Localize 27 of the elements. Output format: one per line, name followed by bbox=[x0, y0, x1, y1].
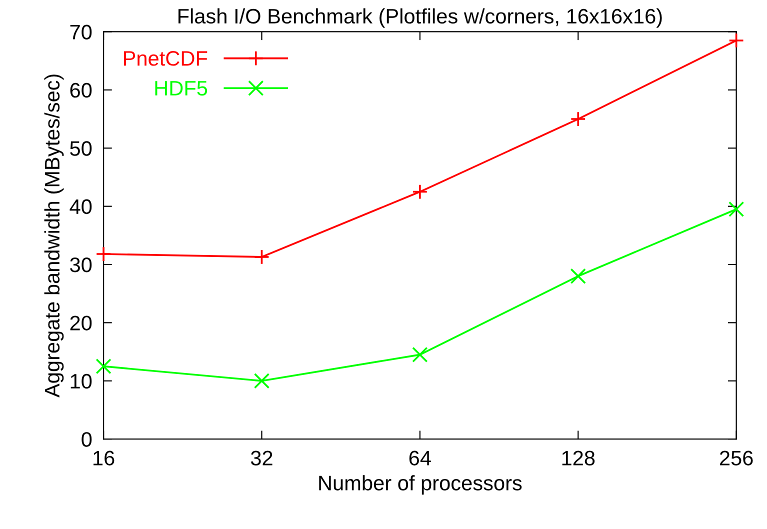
legend-label: HDF5 bbox=[155, 81, 208, 96]
y-tick-label: 20 bbox=[70, 316, 92, 330]
y-tick-label: 10 bbox=[70, 374, 92, 389]
y-tick-label: 40 bbox=[70, 199, 92, 214]
x-tick-label: 32 bbox=[250, 450, 272, 466]
y-tick-label: 60 bbox=[70, 82, 92, 98]
y-tick-label: 30 bbox=[70, 258, 92, 272]
point bbox=[96, 246, 112, 262]
point bbox=[254, 373, 270, 389]
x-tick-label: 256 bbox=[720, 450, 753, 466]
y-tick-label: 70 bbox=[70, 24, 92, 40]
x-axis-title: Number of processors bbox=[319, 475, 522, 495]
x-tick-label: 16 bbox=[94, 450, 114, 466]
point bbox=[412, 346, 428, 363]
point bbox=[570, 268, 586, 284]
y-axis-title: Aggregate bandwidth (MBytes/sec) bbox=[44, 74, 64, 398]
x-tick-label: 64 bbox=[409, 450, 431, 466]
point bbox=[728, 201, 744, 218]
x-tick-label: 128 bbox=[562, 450, 595, 466]
y-tick-label: 50 bbox=[70, 141, 92, 156]
y-tick-label: 0 bbox=[82, 432, 92, 447]
point bbox=[96, 358, 112, 374]
legend-label: PnetCDF bbox=[124, 51, 208, 66]
point bbox=[570, 111, 586, 127]
point bbox=[254, 249, 270, 265]
chart-title: Flash I/O Benchmark (Plotfiles w/corners, 16x16x16) bbox=[178, 8, 662, 28]
point bbox=[412, 184, 428, 200]
